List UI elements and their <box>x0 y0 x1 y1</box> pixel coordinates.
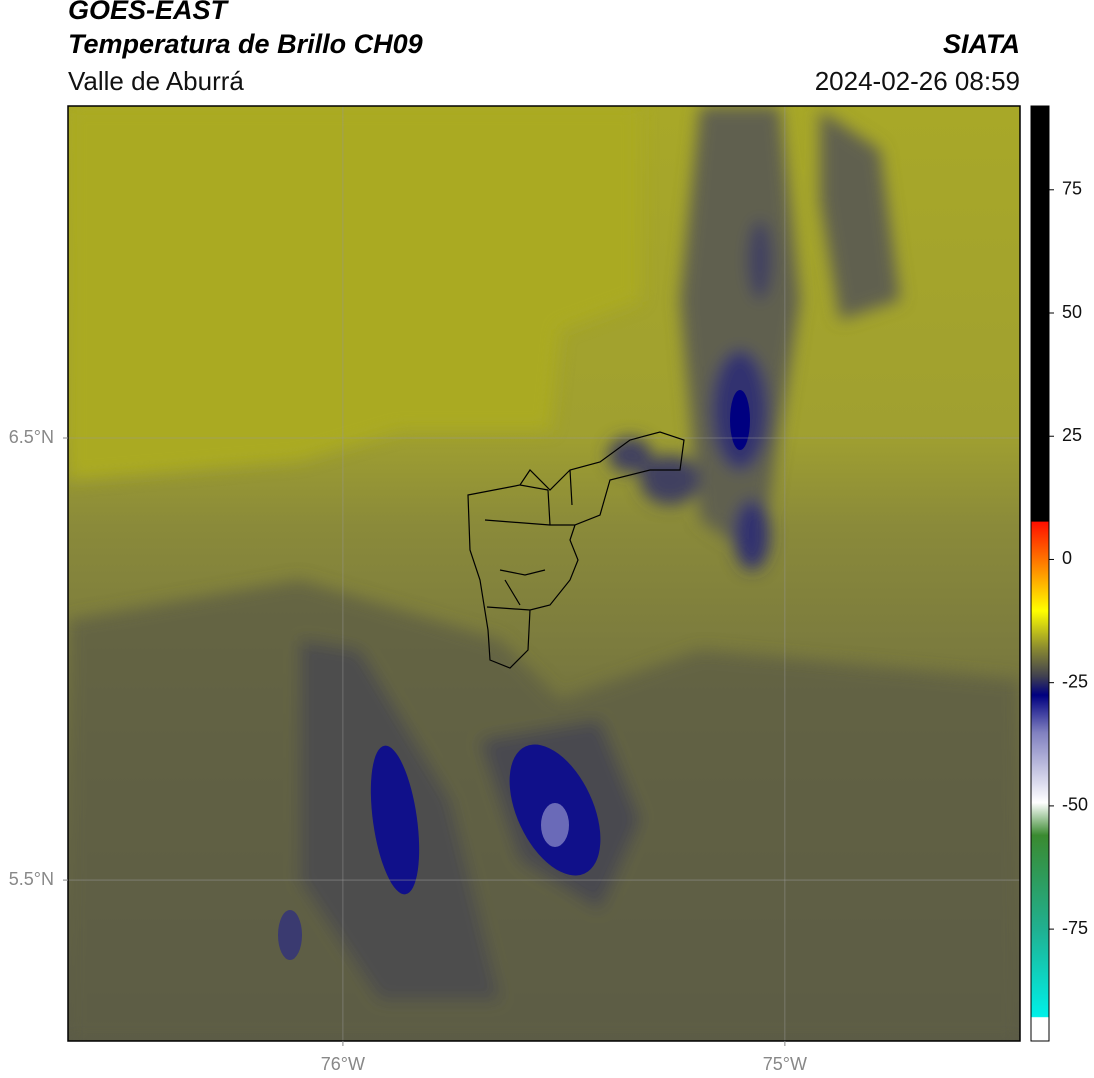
region: Valle de Aburrá <box>68 66 244 96</box>
colorbar-tick-label: 0 <box>1062 548 1072 568</box>
y-tick-label: 5.5°N <box>9 869 54 889</box>
municipal-boundaries <box>467 431 685 669</box>
x-tick-label: 76°W <box>321 1054 365 1074</box>
y-tick-label: 6.5°N <box>9 427 54 447</box>
colorbar-tick-label: -25 <box>1062 671 1088 691</box>
title: GOES-EAST <box>68 0 230 25</box>
grid <box>68 106 1020 1041</box>
colorbar-tick-label: 75 <box>1062 179 1082 199</box>
colorbar-tick-label: 25 <box>1062 425 1082 445</box>
colorbar <box>1030 105 1050 1042</box>
source: SIATA <box>943 29 1020 59</box>
colorbar-tick-label: -75 <box>1062 918 1088 938</box>
map-field <box>68 106 1020 1041</box>
colorbar-tick-label: -50 <box>1062 795 1088 815</box>
datetime: 2024-02-26 08:59 <box>815 66 1020 96</box>
colorbar-tick-label: 50 <box>1062 302 1082 322</box>
map-frame <box>67 105 1021 1042</box>
subtitle: Temperatura de Brillo CH09 <box>68 29 423 59</box>
x-tick-label: 75°W <box>763 1054 807 1074</box>
